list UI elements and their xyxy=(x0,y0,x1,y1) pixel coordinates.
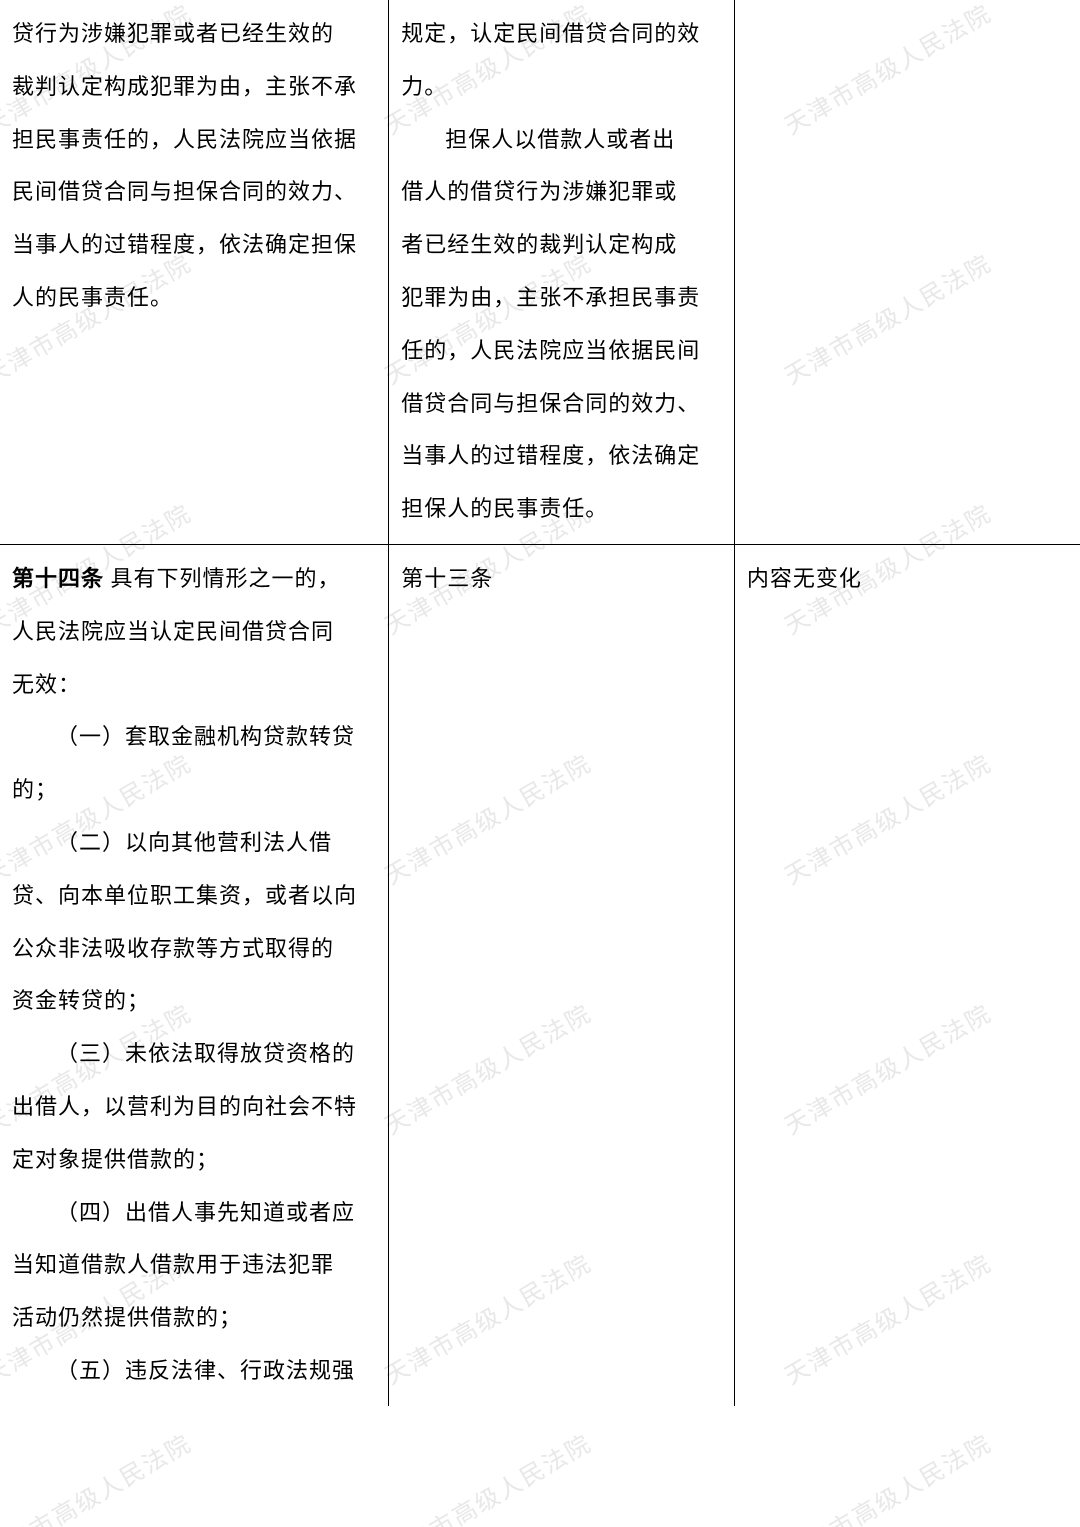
text-line: 借人的借贷行为涉嫌犯罪或 xyxy=(401,166,722,219)
cell-r1-c2: 规定，认定民间借贷合同的效 力。 担保人以借款人或者出 借人的借贷行为涉嫌犯罪或… xyxy=(389,0,735,544)
text-line: （二）以向其他营利法人借 xyxy=(12,817,376,870)
text-line: 无效： xyxy=(12,659,376,712)
cell-r1-c1: 贷行为涉嫌犯罪或者已经生效的 裁判认定构成犯罪为由，主张不承 担民事责任的，人民… xyxy=(0,0,389,544)
text-line: 贷、向本单位职工集资，或者以向 xyxy=(12,870,376,923)
text-line: 第十四条 具有下列情形之一的， xyxy=(12,553,376,606)
text-line: 裁判认定构成犯罪为由，主张不承 xyxy=(12,61,376,114)
text-line: 当事人的过错程度，依法确定担保 xyxy=(12,219,376,272)
text-line: 民间借贷合同与担保合同的效力、 xyxy=(12,166,376,219)
content-wrapper: 贷行为涉嫌犯罪或者已经生效的 裁判认定构成犯罪为由，主张不承 担民事责任的，人民… xyxy=(0,0,1080,1406)
cell-r2-c2: 第十三条 xyxy=(389,544,735,1405)
text-line: 活动仍然提供借款的； xyxy=(12,1292,376,1345)
text-line: 者已经生效的裁判认定构成 xyxy=(401,219,722,272)
text-content: 具有下列情形之一的， xyxy=(104,566,341,591)
cell-r2-c1: 第十四条 具有下列情形之一的， 人民法院应当认定民间借贷合同 无效： （一）套取… xyxy=(0,544,389,1405)
text-line: 公众非法吸收存款等方式取得的 xyxy=(12,923,376,976)
text-content: 第十三条 xyxy=(401,566,493,591)
text-line: 资金转贷的； xyxy=(12,975,376,1028)
text-line: 借贷合同与担保合同的效力、 xyxy=(401,378,722,431)
watermark-text: 天津市高级人民法院 xyxy=(377,1424,597,1527)
text-line: 当知道借款人借款用于违法犯罪 xyxy=(12,1239,376,1292)
text-line: 人民法院应当认定民间借贷合同 xyxy=(12,606,376,659)
text-line: 担保人的民事责任。 xyxy=(401,483,722,536)
document-page: 天津市高级人民法院天津市高级人民法院天津市高级人民法院天津市高级人民法院天津市高… xyxy=(0,0,1080,1527)
text-line: 担民事责任的，人民法院应当依据 xyxy=(12,114,376,167)
text-line: 定对象提供借款的； xyxy=(12,1134,376,1187)
watermark-text: 天津市高级人民法院 xyxy=(777,1424,997,1527)
comparison-table: 贷行为涉嫌犯罪或者已经生效的 裁判认定构成犯罪为由，主张不承 担民事责任的，人民… xyxy=(0,0,1080,1406)
text-line: （五）违反法律、行政法规强 xyxy=(12,1345,376,1398)
text-line: 当事人的过错程度，依法确定 xyxy=(401,430,722,483)
text-line: （四）出借人事先知道或者应 xyxy=(12,1187,376,1240)
text-line: （一）套取金融机构贷款转贷 xyxy=(12,711,376,764)
text-line: 的； xyxy=(12,764,376,817)
text-line: 出借人，以营利为目的向社会不特 xyxy=(12,1081,376,1134)
text-line: 犯罪为由，主张不承担民事责 xyxy=(401,272,722,325)
watermark-text: 天津市高级人民法院 xyxy=(0,1424,197,1527)
article-number: 第十四条 xyxy=(12,566,104,591)
text-line: （三）未依法取得放贷资格的 xyxy=(12,1028,376,1081)
cell-r2-c3: 内容无变化 xyxy=(734,544,1080,1405)
text-line: 力。 xyxy=(401,61,722,114)
text-line: 人的民事责任。 xyxy=(12,272,376,325)
cell-r1-c3 xyxy=(734,0,1080,544)
text-line: 任的，人民法院应当依据民间 xyxy=(401,325,722,378)
text-content: 内容无变化 xyxy=(747,566,862,591)
text-line: 规定，认定民间借贷合同的效 xyxy=(401,8,722,61)
table-row: 贷行为涉嫌犯罪或者已经生效的 裁判认定构成犯罪为由，主张不承 担民事责任的，人民… xyxy=(0,0,1080,544)
table-row: 第十四条 具有下列情形之一的， 人民法院应当认定民间借贷合同 无效： （一）套取… xyxy=(0,544,1080,1405)
text-line: 担保人以借款人或者出 xyxy=(401,114,722,167)
text-line: 贷行为涉嫌犯罪或者已经生效的 xyxy=(12,8,376,61)
